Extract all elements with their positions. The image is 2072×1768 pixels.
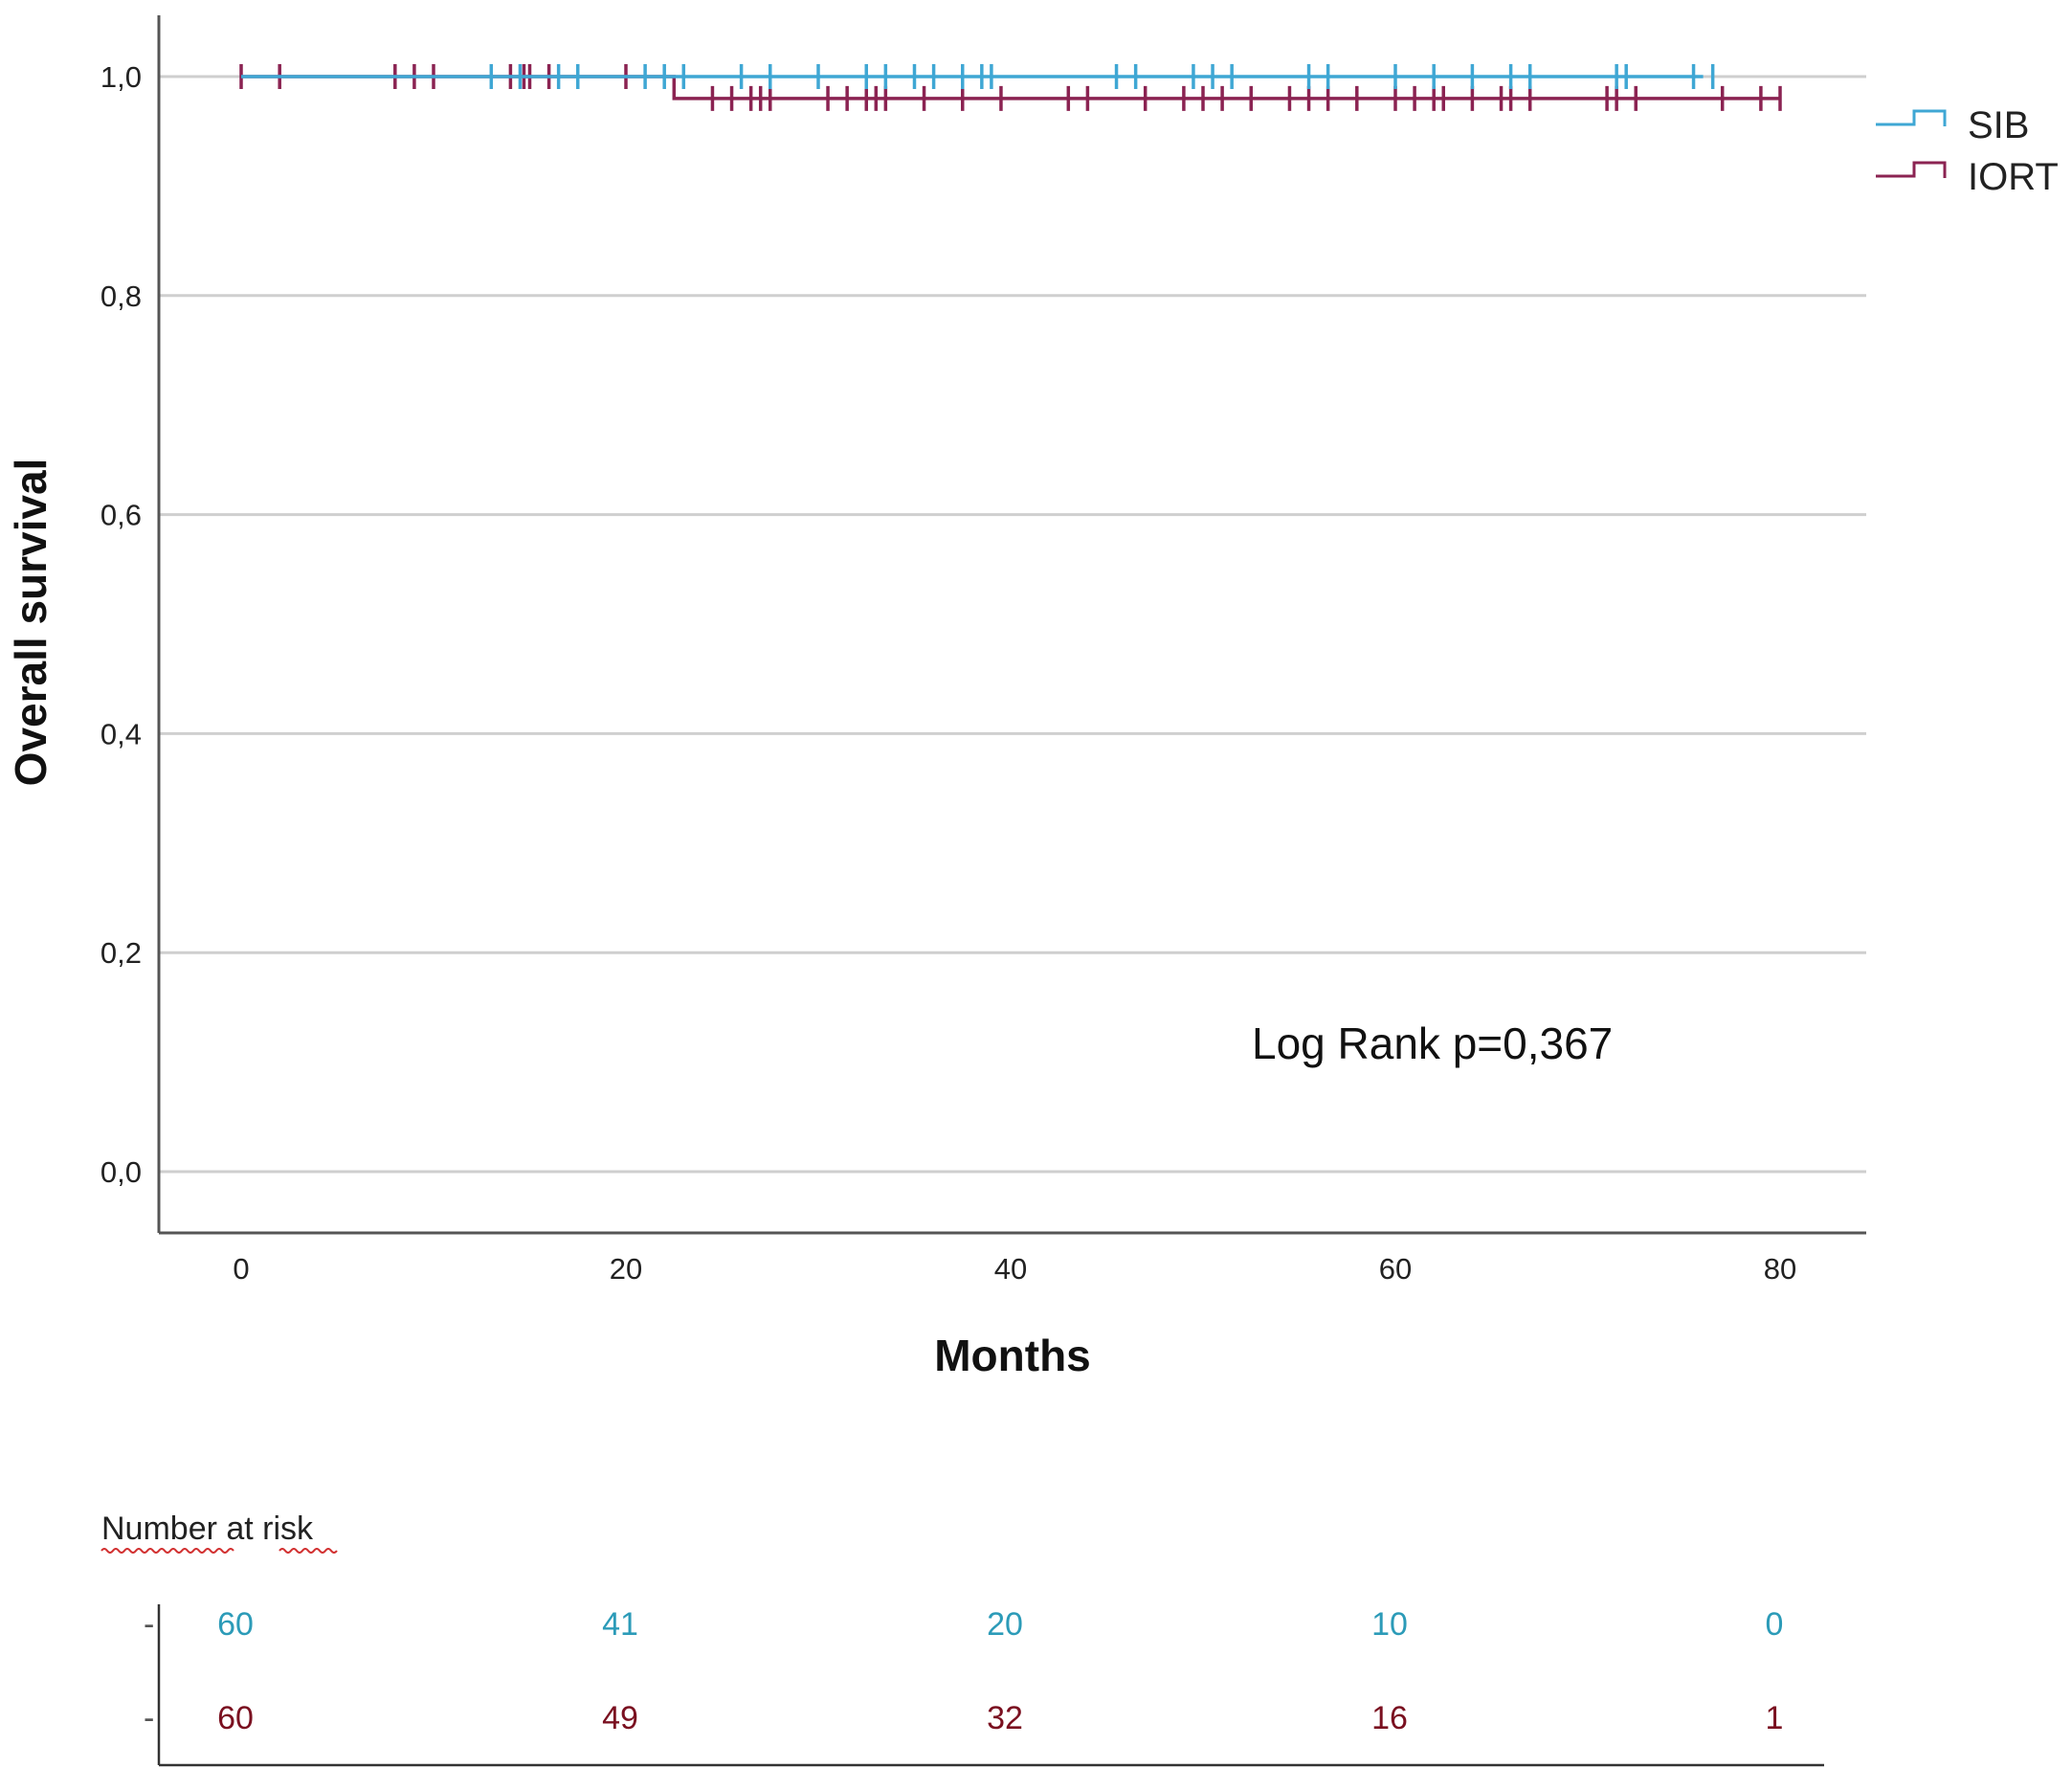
y-tick-label: 0,0 — [100, 1155, 142, 1189]
x-tick-label: 80 — [1764, 1252, 1796, 1286]
x-tick-label: 40 — [994, 1252, 1027, 1286]
risk-table: Number at risk - 60 41 20 10 0 - 60 49 32 16 1 — [100, 1511, 1824, 1767]
series-iort — [239, 64, 1782, 111]
risk-row-sib: - 60 41 20 10 0 — [144, 1606, 1783, 1643]
y-axis-title: Overall survival — [6, 459, 56, 787]
legend-label-iort: IORT — [1968, 156, 2059, 198]
risk-row-iort: - 60 49 32 16 1 — [144, 1700, 1783, 1736]
risk-count: 60 — [217, 1606, 254, 1643]
risk-title-underline — [100, 1548, 234, 1554]
risk-count: 60 — [217, 1700, 254, 1736]
y-tick-label: 0,2 — [100, 936, 142, 970]
risk-count: 49 — [602, 1700, 638, 1736]
risk-table-title: Number at risk — [101, 1511, 314, 1547]
risk-count: 10 — [1371, 1606, 1408, 1643]
axes — [157, 15, 1866, 1235]
risk-count: 1 — [1766, 1700, 1784, 1736]
tick-labels: 0,0 0,2 0,4 0,6 0,8 1,0 0 20 40 60 80 — [100, 60, 1796, 1286]
x-tick-label: 20 — [610, 1252, 642, 1286]
x-tick-label: 60 — [1379, 1252, 1412, 1286]
x-tick-label: 0 — [233, 1252, 249, 1286]
legend-key-iort — [1876, 161, 1947, 178]
legend-key-sib — [1876, 109, 1947, 126]
legend: SIB IORT — [1876, 104, 2059, 198]
survival-line-iort — [241, 75, 1780, 101]
legend-label-sib: SIB — [1968, 104, 2029, 146]
risk-row-marker: - — [144, 1606, 154, 1643]
survival-curves — [239, 64, 1782, 111]
risk-count: 41 — [602, 1606, 638, 1643]
risk-count: 20 — [987, 1606, 1023, 1643]
grid-lines — [159, 75, 1866, 1174]
log-rank-annotation: Log Rank p=0,367 — [1252, 1018, 1613, 1068]
y-tick-label: 0,6 — [100, 499, 142, 532]
risk-title-underline-2 — [278, 1548, 338, 1554]
risk-table-rows: - 60 41 20 10 0 - 60 49 32 16 1 — [144, 1604, 1824, 1767]
legend-keys — [1876, 109, 1947, 178]
y-tick-label: 1,0 — [100, 60, 142, 94]
risk-row-marker: - — [144, 1700, 154, 1736]
series-sib — [241, 64, 1715, 89]
y-tick-label: 0,8 — [100, 280, 142, 313]
risk-count: 0 — [1766, 1606, 1784, 1643]
risk-count: 32 — [987, 1700, 1023, 1736]
x-axis-title: Months — [934, 1331, 1091, 1380]
y-tick-label: 0,4 — [100, 717, 142, 750]
risk-count: 16 — [1371, 1700, 1408, 1736]
